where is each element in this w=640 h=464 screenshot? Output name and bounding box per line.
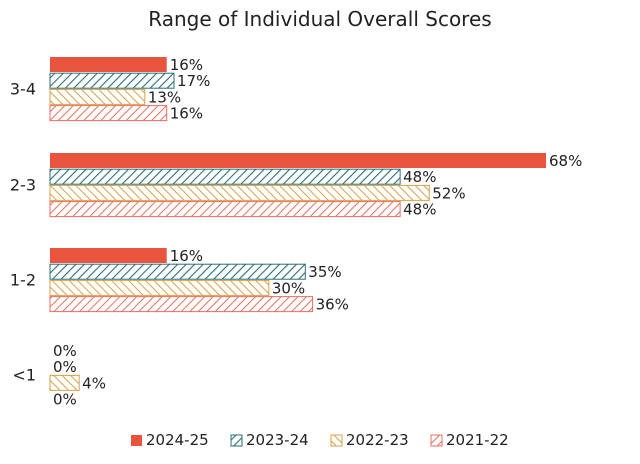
- data-label: 13%: [148, 88, 181, 106]
- category-labels-layer: 3-4 2-3 1-2 <1: [10, 79, 36, 384]
- bar: [49, 168, 401, 185]
- bar: [50, 153, 546, 168]
- bar: [50, 248, 167, 263]
- data-label: 30%: [272, 279, 305, 297]
- bar: [50, 57, 167, 72]
- category-label: 1-2: [10, 270, 36, 289]
- bars-layer: [49, 57, 546, 391]
- legend-label: 2024-25: [146, 431, 209, 449]
- category-label: 3-4: [10, 79, 36, 98]
- bar: [49, 263, 306, 280]
- legend-swatch: [131, 435, 142, 446]
- data-label: 36%: [316, 296, 349, 314]
- data-label: 35%: [308, 263, 341, 281]
- legend-swatch: [230, 434, 243, 447]
- data-label: 68%: [549, 152, 582, 170]
- bar: [49, 88, 146, 105]
- data-label: 16%: [170, 247, 203, 265]
- bar: [49, 72, 175, 89]
- category-label: <1: [12, 365, 36, 384]
- data-label: 17%: [177, 72, 210, 90]
- category-label: 2-3: [10, 175, 36, 194]
- data-label: 16%: [170, 56, 203, 74]
- data-label: 52%: [432, 184, 465, 202]
- data-label: 0%: [53, 342, 77, 360]
- data-label: 0%: [53, 391, 77, 409]
- legend-swatch: [330, 434, 343, 447]
- legend-label: 2022-23: [346, 431, 409, 449]
- bar: [49, 374, 80, 391]
- bar: [49, 201, 401, 218]
- legend-swatch: [430, 434, 443, 447]
- bar: [49, 279, 270, 296]
- chart-title: Range of Individual Overall Scores: [148, 7, 491, 31]
- legend-label: 2023-24: [246, 431, 309, 449]
- data-label: 48%: [403, 201, 436, 219]
- legend-label: 2021-22: [446, 431, 509, 449]
- data-label: 16%: [170, 105, 203, 123]
- legend: 2024-25 2023-24 2022-23 2021-22: [131, 431, 509, 449]
- value-labels-layer: 16%17%13%16%68%48%52%48%16%35%30%36%0%0%…: [53, 56, 582, 409]
- bar: [49, 184, 430, 201]
- data-label: 4%: [82, 374, 106, 392]
- bar: [49, 296, 314, 313]
- data-label: 0%: [53, 358, 77, 376]
- bar: [49, 105, 168, 122]
- data-label: 48%: [403, 168, 436, 186]
